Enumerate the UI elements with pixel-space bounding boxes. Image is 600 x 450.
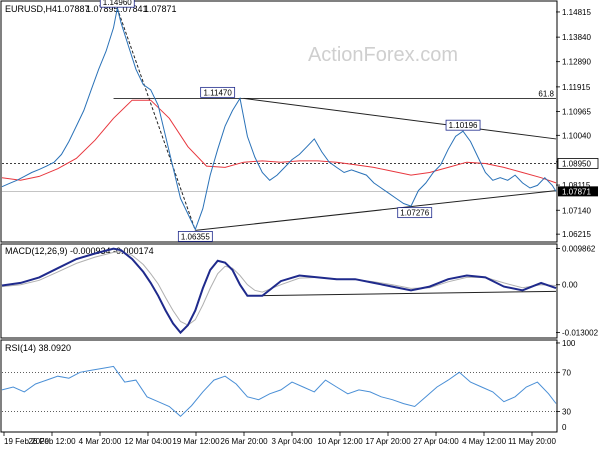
price-annotation: 1.11470 [200, 86, 236, 98]
price-y-tick-label: 1.10040 [562, 131, 591, 140]
price-annotation: 1.06355 [177, 231, 213, 242]
price-y-tick-label: 1.08115 [562, 181, 591, 190]
rsi-y-tick-label: 30 [562, 407, 571, 416]
price-line [1, 8, 557, 231]
current-price-box [558, 186, 598, 197]
level-price-box [557, 158, 599, 169]
macd-y-axis: 0.009862 0.00 -0.013002 [556, 244, 599, 338]
x-tick-label: 27 Apr 04:00 [413, 437, 459, 446]
fib-label-group: 61.8 [538, 89, 554, 98]
x-tick-label: 26 Mar 20:00 [220, 437, 268, 446]
annotation-box [445, 119, 481, 131]
price-y-tick-label: 1.07140 [562, 206, 591, 215]
x-tick-label: 11 May 20:00 [508, 437, 556, 446]
annotation-label: 1.14960 [103, 0, 132, 7]
price-trendline [195, 190, 557, 231]
macd-y-tick-label: 0.009862 [562, 244, 596, 253]
x-tick-label: 10 Apr 12:00 [317, 437, 363, 446]
level-price-tag: 1.08950 [557, 158, 599, 169]
header-symbol: EURUSD,H4 [5, 4, 57, 14]
price-y-tick-label: 1.10965 [562, 107, 591, 116]
x-tick-label: 3 Apr 04:00 [272, 437, 313, 446]
price-y-tick-label: 1.11915 [562, 83, 591, 92]
x-tick-label: 4 May 12:00 [462, 437, 507, 446]
x-tick-label: 4 Mar 20:00 [79, 437, 122, 446]
macd-y-tick-label: -0.013002 [562, 329, 599, 338]
price-panel-frame [0, 0, 558, 243]
macd-title: MACD(12,26,9) -0.000934 -0.000174 [5, 246, 154, 256]
rsi-y-axis: 100 70 30 0 [556, 339, 576, 432]
annotation-box [200, 86, 236, 98]
watermark: ActionForex.com [308, 44, 458, 66]
current-price-tag: 1.07871 [558, 186, 598, 197]
price-y-tick-label: 1.06215 [562, 230, 591, 239]
price-annotations: 1.14960 1.11470 1.06355 1.10196 1.07276 [99, 0, 481, 242]
price-y-tick-label: 1.14815 [562, 8, 591, 17]
price-header: EURUSD,H4 1.07887 1.07895 1.07841 1.0787… [5, 4, 177, 14]
annotation-box [177, 231, 213, 242]
rsi-y-tick-label: 0 [562, 423, 567, 432]
header-high: 1.07895 [86, 4, 119, 14]
fib-label: 61.8 [538, 89, 554, 98]
sma-line [1, 99, 557, 184]
header-close: 1.07871 [144, 4, 177, 14]
annotation-label: 1.11470 [203, 88, 232, 97]
rsi-y-tick-label: 100 [562, 339, 576, 348]
price-trendline [243, 97, 557, 140]
x-tick-label: 17 Apr 20:00 [365, 437, 411, 446]
annotation-box [397, 207, 433, 219]
macd-trendline [247, 290, 557, 297]
rsi-title: RSI(14) 38.0920 [5, 343, 71, 353]
price-trendline [116, 8, 196, 231]
annotation-box [99, 0, 135, 8]
price-y-tick-label: 1.13840 [562, 33, 591, 42]
x-tick-label: 19 Feb 2020 [4, 437, 49, 446]
annotation-label: 1.10196 [449, 121, 478, 130]
level-price-text: 1.08950 [562, 159, 591, 168]
rsi-line [1, 365, 557, 417]
macd-line [1, 247, 557, 335]
header-open: 1.07887 [57, 4, 90, 14]
macd-panel-frame [0, 243, 558, 339]
price-annotation: 1.07276 [397, 207, 433, 219]
price-annotation: 1.14960 [99, 0, 135, 8]
price-annotation: 1.10196 [445, 119, 481, 131]
x-tick-label: 26 Feb 12:00 [28, 437, 76, 446]
rsi-levels [2, 372, 556, 412]
price-lines [2, 8, 557, 231]
x-tick-label: 12 Mar 04:00 [124, 437, 172, 446]
x-tick-label: 19 Mar 12:00 [172, 437, 220, 446]
header-low: 1.07841 [115, 4, 148, 14]
annotation-label: 1.06355 [181, 232, 210, 241]
price-y-tick-label: 1.12890 [562, 58, 591, 67]
current-price-text: 1.07871 [562, 187, 591, 196]
annotation-label: 1.07276 [400, 209, 429, 218]
macd-y-tick-label: 0.00 [562, 281, 578, 290]
rsi-panel-frame [0, 339, 558, 433]
rsi-y-tick-label: 70 [562, 368, 571, 377]
